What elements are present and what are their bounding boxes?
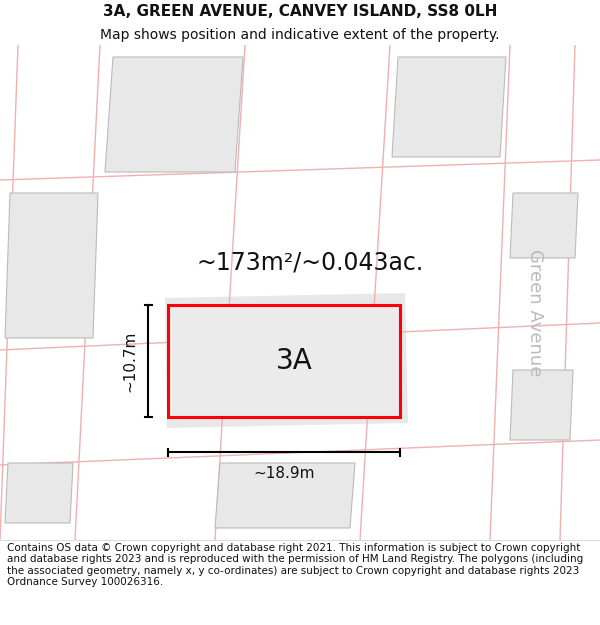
Polygon shape [215, 463, 355, 528]
Polygon shape [5, 193, 98, 338]
Text: 3A: 3A [275, 347, 313, 375]
Text: Map shows position and indicative extent of the property.: Map shows position and indicative extent… [100, 28, 500, 42]
Bar [168, 305, 400, 417]
Text: Green Avenue: Green Avenue [526, 249, 544, 377]
Polygon shape [105, 57, 243, 172]
Polygon shape [392, 57, 506, 157]
Text: ~10.7m: ~10.7m [122, 330, 137, 392]
Text: 3A, GREEN AVENUE, CANVEY ISLAND, SS8 0LH: 3A, GREEN AVENUE, CANVEY ISLAND, SS8 0LH [103, 4, 497, 19]
Polygon shape [165, 293, 408, 428]
Text: ~173m²/~0.043ac.: ~173m²/~0.043ac. [196, 251, 424, 275]
Polygon shape [510, 193, 578, 258]
Text: Contains OS data © Crown copyright and database right 2021. This information is : Contains OS data © Crown copyright and d… [7, 542, 583, 588]
Polygon shape [510, 370, 573, 440]
Text: ~18.9m: ~18.9m [253, 466, 315, 481]
Polygon shape [5, 463, 73, 523]
